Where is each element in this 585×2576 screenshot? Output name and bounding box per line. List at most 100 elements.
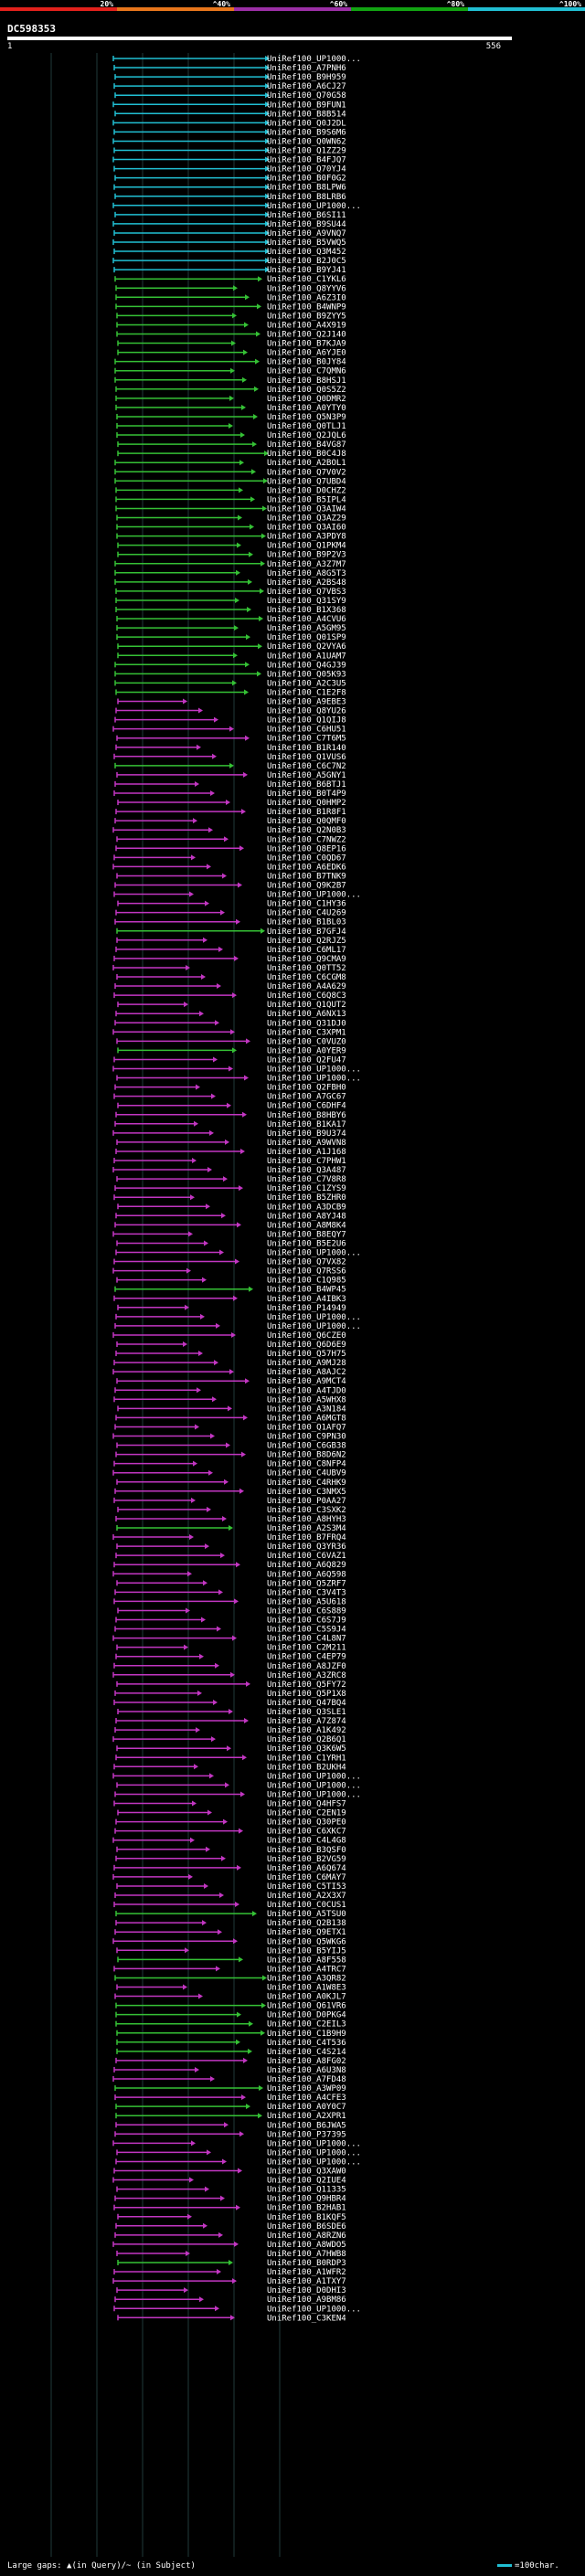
hit-label[interactable]: UniRef100_B6JWA5: [267, 2121, 346, 2130]
hit-row[interactable]: UniRef100_UP1000...: [112, 202, 361, 211]
hit-label[interactable]: UniRef100_B1X368: [267, 606, 346, 615]
hit-label[interactable]: UniRef100_B6BTJ1: [267, 780, 346, 790]
hit-label[interactable]: UniRef100_C6ML17: [267, 946, 346, 955]
hit-row[interactable]: UniRef100_A5WHX8: [113, 1395, 346, 1405]
hit-label[interactable]: UniRef100_C6CGM8: [267, 973, 346, 982]
hit-row[interactable]: UniRef100_Q0HMP2: [117, 799, 346, 808]
hit-row[interactable]: UniRef100_Q6CZE0: [112, 1331, 346, 1341]
hit-label[interactable]: UniRef100_A6Z3I0: [267, 293, 346, 302]
hit-label[interactable]: UniRef100_B9ZYY5: [267, 312, 346, 321]
hit-label[interactable]: UniRef100_A6MGT8: [267, 1414, 346, 1423]
hit-row[interactable]: UniRef100_A8JZF0: [113, 1662, 346, 1671]
hit-label[interactable]: UniRef100_Q3AIW4: [267, 504, 346, 514]
hit-label[interactable]: UniRef100_C0CUS1: [267, 1901, 346, 1910]
hit-row[interactable]: UniRef100_C3XPM1: [112, 1028, 346, 1037]
hit-row[interactable]: UniRef100_Q7V0V2: [114, 468, 346, 477]
hit-row[interactable]: UniRef100_Q0J2DL: [112, 119, 346, 128]
hit-row[interactable]: UniRef100_Q1QUT2: [117, 1001, 346, 1010]
hit-label[interactable]: UniRef100_Q1QIJ8: [267, 716, 346, 726]
hit-label[interactable]: UniRef100_Q4GJ39: [267, 661, 346, 670]
hit-row[interactable]: UniRef100_B8HSJ1: [114, 376, 346, 386]
hit-label[interactable]: UniRef100_C8NFP4: [267, 1460, 346, 1469]
hit-label[interactable]: UniRef100_A8AJC2: [267, 1368, 346, 1377]
hit-row[interactable]: UniRef100_A3WP09: [114, 2084, 346, 2094]
hit-label[interactable]: UniRef100_A8FG02: [267, 2057, 346, 2066]
hit-label[interactable]: UniRef100_UP1000...: [267, 2305, 361, 2314]
hit-row[interactable]: UniRef100_Q3M452: [113, 248, 346, 257]
hit-row[interactable]: UniRef100_A8HYH3: [115, 1515, 346, 1524]
hit-row[interactable]: UniRef100_A9BM86: [114, 2295, 346, 2305]
hit-row[interactable]: UniRef100_Q9CMA9: [113, 955, 346, 964]
hit-label[interactable]: UniRef100_Q8YYV6: [267, 284, 346, 293]
hit-label[interactable]: UniRef100_Q0J2DL: [267, 119, 346, 128]
hit-label[interactable]: UniRef100_Q70G58: [267, 91, 346, 101]
hit-label[interactable]: UniRef100_Q57H75: [267, 1350, 346, 1359]
hit-label[interactable]: UniRef100_UP1000...: [267, 1313, 361, 1322]
hit-row[interactable]: UniRef100_C6MAY7: [112, 1873, 346, 1882]
hit-row[interactable]: UniRef100_Q9ETX1: [114, 1928, 346, 1937]
hit-label[interactable]: UniRef100_A4X919: [267, 321, 346, 330]
hit-label[interactable]: UniRef100_A3DCB9: [267, 1203, 346, 1212]
hit-row[interactable]: UniRef100_A7Z874: [115, 1717, 346, 1726]
hit-label[interactable]: UniRef100_Q3M452: [267, 248, 346, 257]
hit-row[interactable]: UniRef100_B2J0C5: [112, 257, 346, 266]
hit-label[interactable]: UniRef100_A3N184: [267, 1405, 346, 1414]
hit-row[interactable]: UniRef100_C4L8N7: [112, 1635, 346, 1644]
hit-row[interactable]: UniRef100_B0JY84: [114, 358, 346, 367]
hit-row[interactable]: UniRef100_UP1000...: [114, 1322, 361, 1331]
hit-label[interactable]: UniRef100_C3KEN4: [267, 2314, 346, 2323]
hit-row[interactable]: UniRef100_A2BOL1: [114, 459, 346, 468]
hit-label[interactable]: UniRef100_C7V8R8: [267, 1175, 346, 1184]
hit-label[interactable]: UniRef100_B0C4J8: [267, 450, 346, 459]
hit-label[interactable]: UniRef100_Q3AZ29: [267, 514, 346, 524]
hit-label[interactable]: UniRef100_Q5ZRF7: [267, 1579, 346, 1588]
hit-row[interactable]: UniRef100_Q1QIJ8: [114, 716, 346, 726]
hit-row[interactable]: UniRef100_B0T4P9: [113, 790, 346, 799]
hit-row[interactable]: UniRef100_Q3K6W5: [116, 1744, 346, 1754]
hit-label[interactable]: UniRef100_Q0TLJ1: [267, 422, 346, 431]
hit-row[interactable]: UniRef100_Q5P1X8: [114, 1690, 346, 1699]
hit-row[interactable]: UniRef100_A3Z7M7: [114, 560, 346, 569]
hit-label[interactable]: UniRef100_Q61VR6: [267, 2002, 346, 2011]
hit-row[interactable]: UniRef100_A4CVU6: [116, 615, 346, 624]
hit-label[interactable]: UniRef100_B7FRQ4: [267, 1533, 346, 1542]
hit-row[interactable]: UniRef100_B2HAB1: [113, 2204, 346, 2213]
hit-row[interactable]: UniRef100_Q3XAW0: [113, 2168, 346, 2177]
hit-row[interactable]: UniRef100_A8WDO5: [112, 2241, 346, 2250]
hit-label[interactable]: UniRef100_B1BL03: [267, 918, 346, 928]
hit-label[interactable]: UniRef100_C0VUZ0: [267, 1037, 346, 1046]
hit-row[interactable]: UniRef100_P0AA27: [113, 1497, 346, 1506]
hit-row[interactable]: UniRef100_UP1000...: [112, 55, 361, 64]
hit-row[interactable]: UniRef100_C4UBV9: [112, 1469, 346, 1479]
hit-row[interactable]: UniRef100_B1R8F1: [115, 808, 346, 817]
hit-label[interactable]: UniRef100_UP1000...: [267, 2139, 361, 2148]
hit-row[interactable]: UniRef100_C7NWZ2: [116, 835, 346, 844]
hit-label[interactable]: UniRef100_C1Q985: [267, 1277, 346, 1286]
hit-label[interactable]: UniRef100_Q7RSS6: [267, 1267, 346, 1277]
hit-row[interactable]: UniRef100_A6MGT8: [115, 1414, 346, 1423]
hit-label[interactable]: UniRef100_A3QR82: [267, 1974, 346, 1983]
hit-row[interactable]: UniRef100_UP1000...: [112, 2139, 361, 2148]
hit-row[interactable]: UniRef100_B0RDP3: [117, 2259, 346, 2268]
hit-row[interactable]: UniRef100_B1BL03: [114, 918, 346, 928]
hit-label[interactable]: UniRef100_A1TXY7: [267, 2277, 346, 2286]
hit-row[interactable]: UniRef100_A1WFR2: [113, 2268, 346, 2277]
hit-row[interactable]: UniRef100_A3N184: [117, 1405, 346, 1414]
hit-label[interactable]: UniRef100_B1KQF5: [267, 2213, 346, 2222]
hit-row[interactable]: UniRef100_Q31DJ0: [114, 1019, 346, 1028]
hit-label[interactable]: UniRef100_B8HBY6: [267, 1111, 346, 1120]
hit-label[interactable]: UniRef100_C6VAZ1: [267, 1552, 346, 1561]
hit-label[interactable]: UniRef100_A2S3M4: [267, 1524, 346, 1533]
hit-label[interactable]: UniRef100_C1YKL6: [267, 275, 346, 284]
hit-row[interactable]: UniRef100_Q9HBR4: [114, 2195, 346, 2204]
hit-row[interactable]: UniRef100_A2BS48: [114, 578, 346, 588]
hit-label[interactable]: UniRef100_Q9CMA9: [267, 955, 346, 964]
hit-row[interactable]: UniRef100_C7QMN6: [114, 367, 346, 376]
hit-label[interactable]: UniRef100_A6Q674: [267, 1864, 346, 1873]
hit-label[interactable]: UniRef100_C3V4T3: [267, 1588, 346, 1597]
hit-row[interactable]: UniRef100_C5S9J4: [114, 1626, 346, 1635]
hit-row[interactable]: UniRef100_A8FG02: [115, 2057, 346, 2066]
hit-row[interactable]: UniRef100_C1B9H9: [116, 2030, 346, 2039]
hit-label[interactable]: UniRef100_C6MAY7: [267, 1873, 346, 1882]
hit-label[interactable]: UniRef100_B0RDP3: [267, 2259, 346, 2268]
